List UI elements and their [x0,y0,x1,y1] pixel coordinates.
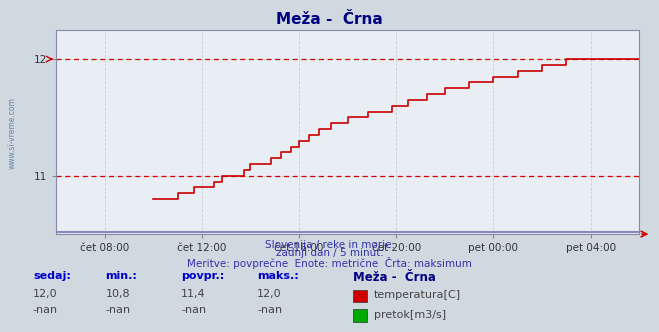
Text: Meža -  Črna: Meža - Črna [353,271,436,284]
Text: temperatura[C]: temperatura[C] [374,290,461,300]
Text: 12,0: 12,0 [257,289,281,299]
Text: www.si-vreme.com: www.si-vreme.com [8,97,17,169]
Text: 10,8: 10,8 [105,289,130,299]
Text: 11,4: 11,4 [181,289,206,299]
Text: Meža -  Črna: Meža - Črna [276,12,383,27]
Text: pretok[m3/s]: pretok[m3/s] [374,310,445,320]
Text: Meritve: povprečne  Enote: metrične  Črta: maksimum: Meritve: povprečne Enote: metrične Črta:… [187,257,472,269]
Text: 12,0: 12,0 [33,289,57,299]
Text: Slovenija / reke in morje.: Slovenija / reke in morje. [264,240,395,250]
Text: sedaj:: sedaj: [33,271,71,281]
Text: -nan: -nan [257,305,282,315]
Text: maks.:: maks.: [257,271,299,281]
Text: min.:: min.: [105,271,137,281]
Text: -nan: -nan [33,305,58,315]
Text: -nan: -nan [181,305,206,315]
Text: povpr.:: povpr.: [181,271,225,281]
Text: zadnji dan / 5 minut.: zadnji dan / 5 minut. [275,248,384,258]
Text: -nan: -nan [105,305,130,315]
